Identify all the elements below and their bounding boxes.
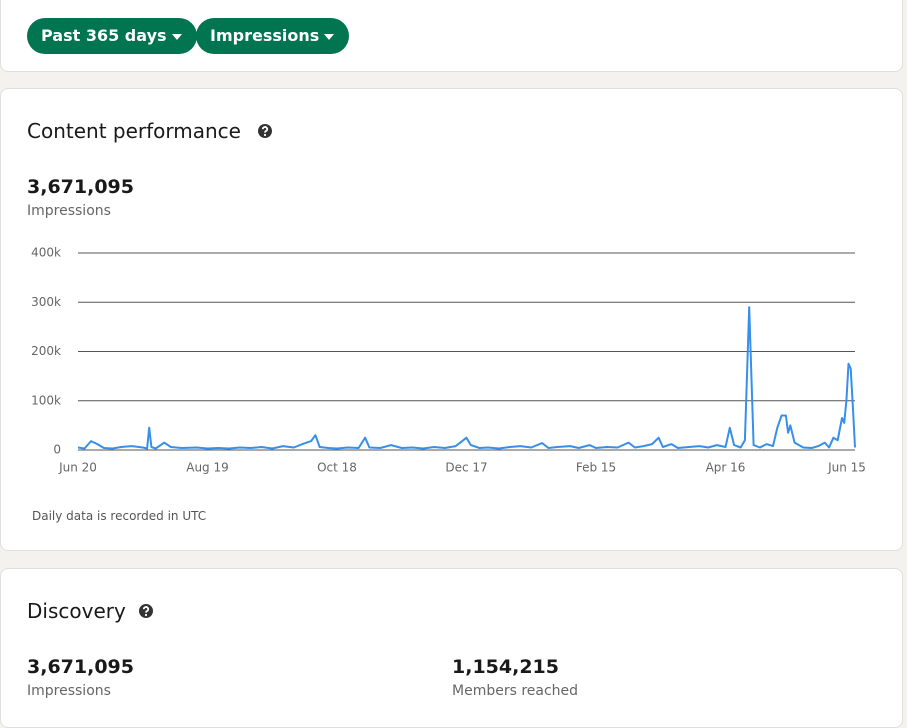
metric-label: Members reached (452, 683, 579, 699)
metric-value: 1,154,215 (452, 656, 559, 678)
metric-value: 3,671,095 (27, 656, 134, 678)
y-tick-label: 200k (31, 344, 61, 358)
x-tick-label: Apr 16 (706, 461, 746, 475)
y-tick-label: 400k (31, 246, 61, 260)
discovery-card: Discovery 3,671,095 Impressions 1,154,21… (0, 568, 903, 728)
total-label: Impressions (27, 203, 111, 219)
note: Daily data is recorded in UTC (32, 509, 207, 523)
x-tick-label: Jun 20 (58, 461, 97, 475)
filter-card: Past 365 days Impressions (0, 0, 903, 72)
help-icon[interactable] (257, 123, 273, 139)
x-tick-label: Aug 19 (186, 461, 229, 475)
x-tick-label: Dec 17 (445, 461, 487, 475)
filter-pill[interactable]: Impressions (196, 18, 350, 54)
performance-card: Content performance 3,671,095 Impression… (0, 88, 903, 551)
help-icon[interactable] (138, 603, 154, 619)
filter-label: Past 365 days (41, 26, 167, 45)
section-title: Content performance (27, 119, 241, 143)
total-value: 3,671,095 (27, 176, 134, 198)
data-line (77, 306, 856, 450)
y-tick-label: 300k (31, 295, 61, 309)
chart: 0 100k 200k 300k 400k Jun 20 Aug 19 Oct 18 Dec 1… (31, 246, 866, 475)
caret (171, 33, 182, 40)
filter-pill[interactable]: Past 365 days (27, 18, 197, 54)
x-tick-label: Jun 15 (827, 461, 866, 475)
filter-label: Impressions (210, 26, 320, 45)
x-tick-label: Feb 15 (576, 461, 616, 475)
metric-label: Impressions (27, 683, 111, 699)
caret (324, 33, 335, 40)
section-title: Discovery (27, 599, 126, 623)
y-tick-label: 0 (53, 443, 61, 457)
x-tick-label: Oct 18 (317, 461, 357, 475)
y-tick-label: 100k (31, 393, 61, 407)
